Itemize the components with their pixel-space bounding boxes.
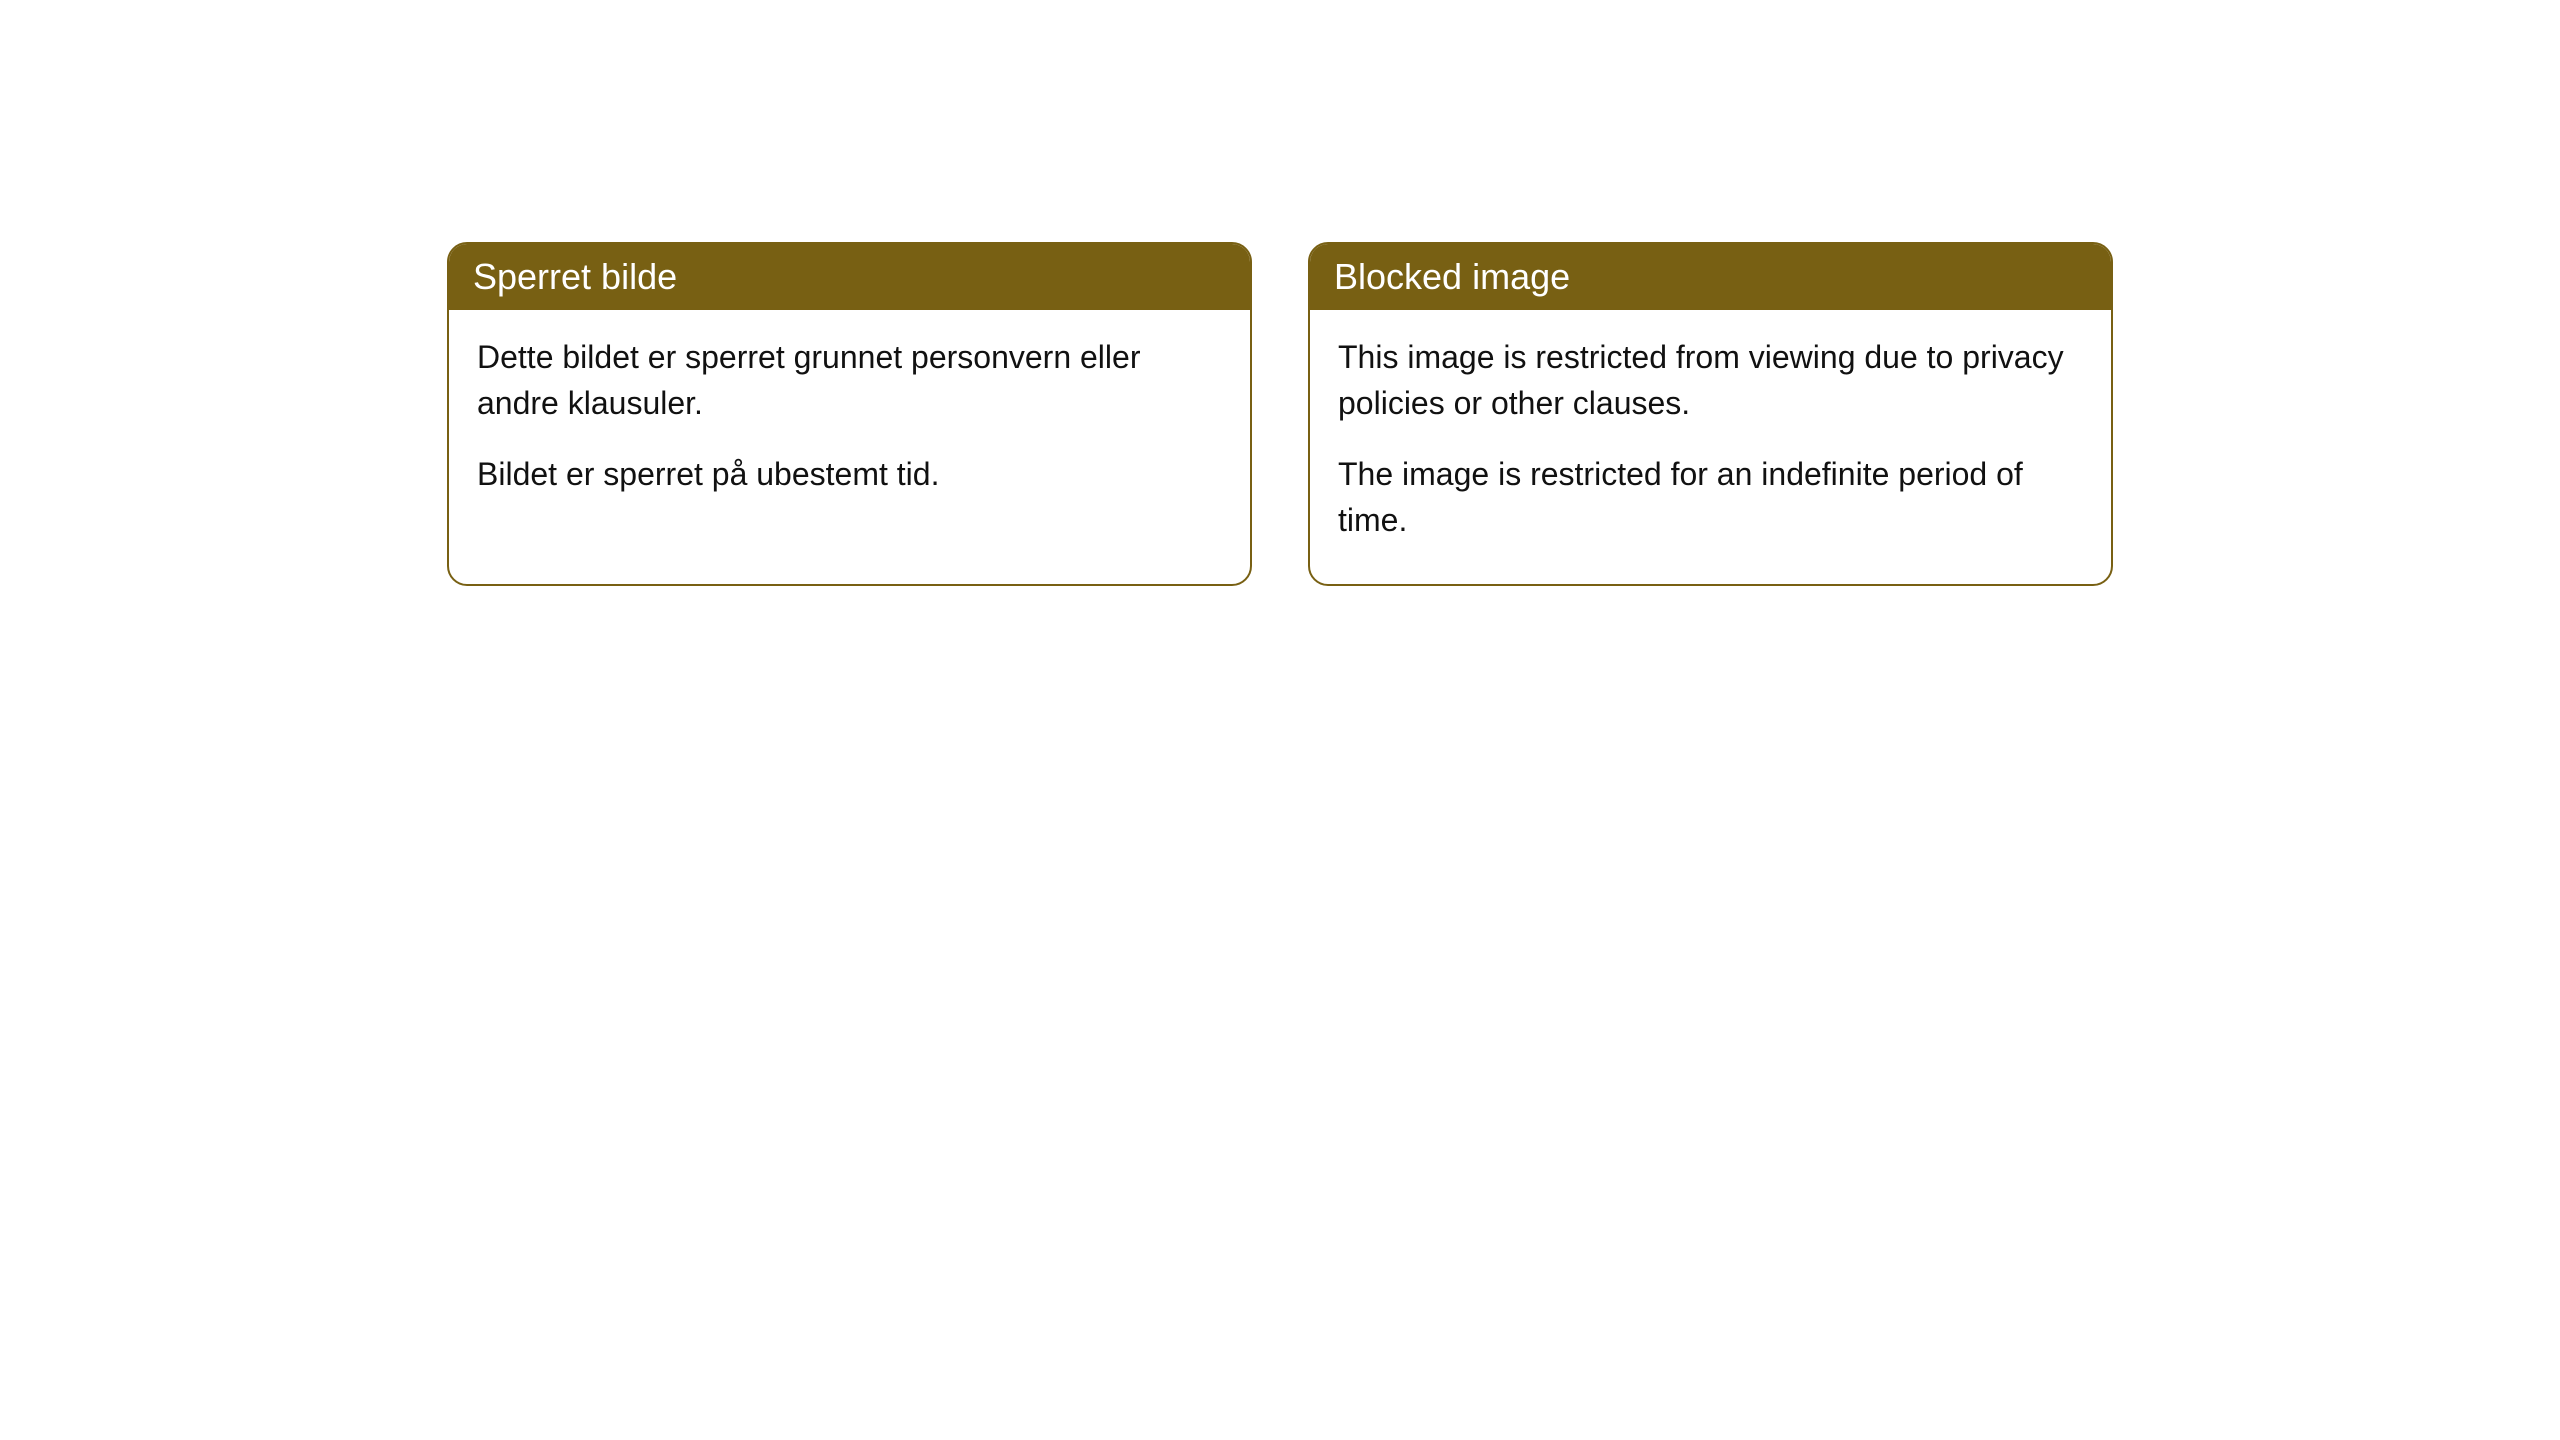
card-header-norwegian: Sperret bilde [449,244,1250,310]
card-body-english: This image is restricted from viewing du… [1310,310,2111,584]
card-body-norwegian: Dette bildet er sperret grunnet personve… [449,310,1250,537]
card-header-text: Sperret bilde [473,256,677,297]
card-paragraph-2: The image is restricted for an indefinit… [1338,451,2083,544]
card-header-text: Blocked image [1334,256,1570,297]
card-paragraph-1: This image is restricted from viewing du… [1338,334,2083,427]
card-header-english: Blocked image [1310,244,2111,310]
blocked-image-card-norwegian: Sperret bilde Dette bildet er sperret gr… [447,242,1252,586]
card-paragraph-2: Bildet er sperret på ubestemt tid. [477,451,1222,497]
card-paragraph-1: Dette bildet er sperret grunnet personve… [477,334,1222,427]
notice-cards-container: Sperret bilde Dette bildet er sperret gr… [447,242,2113,586]
blocked-image-card-english: Blocked image This image is restricted f… [1308,242,2113,586]
